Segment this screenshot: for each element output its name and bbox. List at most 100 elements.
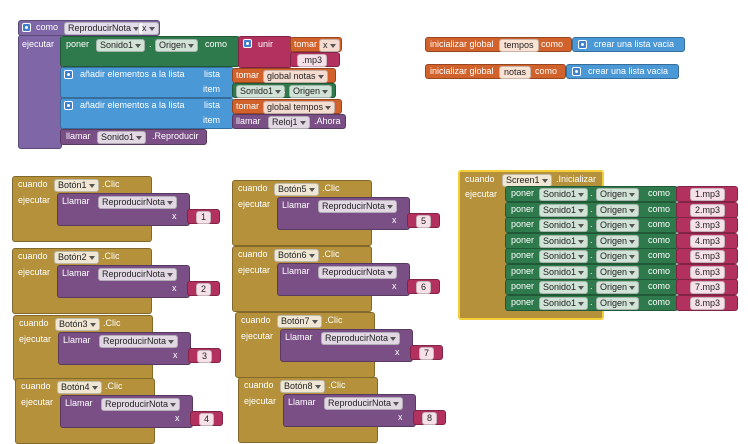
dropdown-field[interactable]: Botón8 <box>280 380 325 393</box>
text-field[interactable]: 6 <box>416 281 432 294</box>
dropdown-field[interactable]: Origen <box>289 85 333 98</box>
text-field[interactable]: 4 <box>199 413 215 426</box>
label: como <box>648 250 671 260</box>
dropdown-field[interactable]: x <box>138 22 159 35</box>
dropdown-field[interactable]: Origen <box>596 281 640 294</box>
label: x <box>395 347 400 357</box>
dropdown-field[interactable]: Botón3 <box>55 318 100 331</box>
dropdown-field[interactable]: ReproducirNota <box>98 268 178 281</box>
label: ejecutar <box>18 195 51 205</box>
label: añadir elementos a la lista <box>80 69 185 79</box>
text-field[interactable]: 7 <box>419 347 435 360</box>
dropdown-field[interactable]: Sonido1 <box>539 281 589 294</box>
label: . <box>590 250 593 260</box>
dropdown-field[interactable]: Sonido1 <box>236 85 286 98</box>
label: ejecutar <box>18 267 51 277</box>
dropdown-field[interactable]: Origen <box>155 39 199 52</box>
label: Llamar <box>282 266 310 276</box>
label: Llamar <box>62 196 90 206</box>
label: lista <box>204 100 221 110</box>
dropdown-field[interactable]: Botón6 <box>274 249 319 262</box>
dropdown-field[interactable]: Sonido1 <box>539 265 589 279</box>
label: como <box>648 219 671 229</box>
text-field[interactable]: 5.mp3 <box>690 250 726 263</box>
dropdown-field[interactable]: Botón1 <box>54 179 99 192</box>
text-field[interactable]: 2 <box>196 283 212 296</box>
dropdown-field[interactable]: ReproducirNota <box>101 398 181 411</box>
label: añadir elementos a la lista <box>80 100 185 110</box>
label: .Clic <box>328 380 346 390</box>
dropdown-field[interactable]: ReproducirNota <box>64 22 144 35</box>
text-field[interactable]: 3 <box>197 350 213 363</box>
text-field[interactable]: notas <box>499 66 532 79</box>
label: . <box>590 219 593 229</box>
dropdown-field[interactable]: ReproducirNota <box>318 266 398 279</box>
label: x <box>172 283 177 293</box>
text-field[interactable]: 8.mp3 <box>690 296 726 310</box>
label: ejecutar <box>21 397 54 407</box>
dropdown-field[interactable]: Botón4 <box>57 381 102 394</box>
dropdown-field[interactable]: global tempos <box>263 101 336 114</box>
label: cuando <box>244 380 274 390</box>
empty-list-block[interactable] <box>566 64 679 79</box>
label: . <box>590 296 593 307</box>
dropdown-field[interactable]: Origen <box>596 234 640 248</box>
text-field[interactable]: 4.mp3 <box>690 234 726 248</box>
dropdown-field[interactable]: Sonido1 <box>539 203 589 217</box>
label: .Clic <box>322 249 340 259</box>
label: . <box>590 265 593 276</box>
label: cuando <box>18 179 48 189</box>
dropdown-field[interactable]: Sonido1 <box>539 250 589 263</box>
mutator-icon <box>64 101 73 110</box>
dropdown-field[interactable]: Sonido1 <box>96 39 146 52</box>
dropdown-field[interactable]: ReproducirNota <box>99 335 179 348</box>
dropdown-field[interactable]: Origen <box>596 250 640 263</box>
text-field[interactable]: .mp3 <box>297 54 328 67</box>
procedure-body[interactable] <box>18 35 62 149</box>
dropdown-field[interactable]: Origen <box>596 296 640 310</box>
dropdown-field[interactable]: Botón2 <box>54 251 99 264</box>
text-field[interactable]: 7.mp3 <box>690 281 726 294</box>
text-field[interactable]: 1.mp3 <box>690 188 726 201</box>
text-field[interactable]: 1 <box>196 211 212 224</box>
text-field[interactable]: 5 <box>416 215 432 228</box>
text-field[interactable]: 8 <box>422 412 438 425</box>
label: poner <box>511 203 535 214</box>
dropdown-field[interactable]: Origen <box>596 265 640 279</box>
join-block[interactable] <box>238 36 292 68</box>
label: Llamar <box>285 332 313 342</box>
dropdown-field[interactable]: global notas <box>263 70 328 83</box>
dropdown-field[interactable]: ReproducirNota <box>98 196 178 209</box>
text-field[interactable]: 6.mp3 <box>690 265 726 279</box>
text-field[interactable]: 3.mp3 <box>690 219 726 232</box>
dropdown-field[interactable]: Sonido1 <box>539 296 589 310</box>
label: como <box>648 265 671 276</box>
text-field[interactable]: 2.mp3 <box>690 203 726 217</box>
label: cuando <box>18 251 48 261</box>
dropdown-field[interactable]: ReproducirNota <box>321 332 401 345</box>
dropdown-field[interactable]: Origen <box>596 188 640 201</box>
dropdown-field[interactable]: Reloj1 <box>268 116 310 129</box>
set-block[interactable] <box>60 36 240 67</box>
dropdown-field[interactable]: Origen <box>596 219 640 232</box>
add-items-block[interactable] <box>60 67 234 98</box>
dropdown-field[interactable]: Origen <box>596 203 640 217</box>
add-items-block[interactable] <box>60 98 234 129</box>
dropdown-field[interactable]: ReproducirNota <box>318 200 398 213</box>
label: . <box>590 281 593 291</box>
mutator-icon <box>22 23 31 32</box>
dropdown-field[interactable]: Botón5 <box>274 183 319 196</box>
dropdown-field[interactable]: Sonido1 <box>539 219 589 232</box>
label: cuando <box>19 318 49 328</box>
dropdown-field[interactable]: Botón7 <box>277 315 322 328</box>
dropdown-field[interactable]: Sonido1 <box>97 131 147 144</box>
dropdown-field[interactable]: ReproducirNota <box>324 397 404 410</box>
label: poner <box>511 250 535 260</box>
label: cuando <box>238 183 268 193</box>
text-field[interactable]: tempos <box>499 39 539 52</box>
empty-list-block[interactable] <box>572 37 685 52</box>
dropdown-field[interactable]: x <box>319 39 340 52</box>
dropdown-field[interactable]: Sonido1 <box>539 188 589 201</box>
dropdown-field[interactable]: Sonido1 <box>539 234 589 248</box>
